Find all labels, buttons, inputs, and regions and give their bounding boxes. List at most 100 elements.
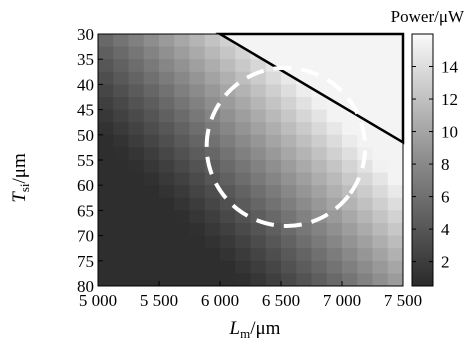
heatmap-cell [143,97,160,111]
heatmap-cell [296,248,313,262]
heatmap-cell [235,260,252,274]
heatmap-cell [220,46,236,60]
heatmap-cell [220,223,236,237]
y-tick-label: 45 [77,101,94,120]
heatmap-cell [159,197,175,211]
heatmap-cell [98,260,114,274]
y-tick-label: 35 [77,50,94,69]
heatmap-cell [159,172,175,186]
heatmap-cell [326,248,343,262]
colorbar-tick-label: 10 [441,123,458,142]
heatmap-cell [250,235,267,249]
heatmap-cell [326,223,343,237]
heatmap-cell [250,172,267,186]
heatmap-cell [189,185,206,199]
heatmap-cell [235,59,252,73]
y-tick-label: 65 [77,201,94,220]
heatmap-cell [143,235,160,249]
heatmap-cell [159,109,175,123]
heatmap-cell [250,160,267,174]
y-tick-label: 50 [77,126,94,145]
y-tick-label: 75 [77,252,94,271]
heatmap-cell [296,147,313,161]
heatmap-cell [220,210,236,224]
heatmap-cell [128,248,145,262]
heatmap-cell [311,223,328,237]
heatmap-cell [342,122,358,136]
heatmap-cell [357,134,374,148]
heatmap-cell [98,109,114,123]
heatmap-cell [296,235,313,249]
heatmap-cell [296,197,313,211]
heatmap-cell [342,160,358,174]
heatmap-cell [128,172,145,186]
heatmap-cell [128,147,145,161]
heatmap-cell [372,235,389,249]
heatmap-cell [326,172,343,186]
heatmap-cell [235,71,252,85]
heatmap-cell [189,210,206,224]
heatmap-cell [113,197,130,211]
heatmap-cell [281,172,297,186]
heatmap-cell [342,172,358,186]
heatmap-cell [128,134,145,148]
heatmap-cell [113,46,130,60]
heatmap-cell [189,122,206,136]
heatmap-cell [204,84,221,98]
heatmap-cell [250,248,267,262]
heatmap-cell [189,71,206,85]
heatmap-cell [204,235,221,249]
heatmap-cell [174,235,191,249]
heatmap-cell [143,59,160,73]
heatmap-cell [235,235,252,249]
heatmap-cell [159,46,175,60]
heatmap-cell [159,223,175,237]
heatmap-cell [220,147,236,161]
heatmap-cell [189,34,206,48]
heatmap-cell [204,273,221,286]
heatmap-cell [113,34,130,48]
heatmap-cell [98,71,114,85]
colorbar-tick-label: 12 [441,90,458,109]
heatmap-cell [372,260,389,274]
heatmap-cell [250,122,267,136]
heatmap-cell [250,147,267,161]
heatmap-cell [113,59,130,73]
heatmap-cell [174,71,191,85]
heatmap-cell [113,109,130,123]
heatmap-cell [204,172,221,186]
heatmap-cell [143,46,160,60]
heatmap-cell [296,97,313,111]
heatmap-cell [159,34,175,48]
heatmap-cell [220,59,236,73]
heatmap-cell [296,84,313,98]
heatmap-cell [174,109,191,123]
colorbar-ticks: 2 4 6 8 10 12 14 [412,58,459,272]
heatmap-cell [113,223,130,237]
y-tick-label: 60 [77,176,94,195]
heatmap-cell [265,109,282,123]
heatmap-cell [189,273,206,286]
heatmap-cell [250,273,267,286]
heatmap-cell [235,84,252,98]
heatmap-cell [357,235,374,249]
heatmap-cell [281,160,297,174]
heatmap-cell [265,134,282,148]
heatmap-cell [250,97,267,111]
heatmap-cell [296,210,313,224]
heatmap-cell [128,197,145,211]
heatmap-cell [296,122,313,136]
heatmap-cell [265,223,282,237]
heatmap-cell [204,260,221,274]
heatmap-cell [174,160,191,174]
x-tick-label: 7 500 [384,291,422,310]
heatmap-cell [265,71,282,85]
heatmap-cell [311,235,328,249]
heatmap-cell [387,160,403,174]
heatmap-cell [235,97,252,111]
heatmap-cell [189,109,206,123]
heatmap-cell [235,248,252,262]
heatmap-cell [296,172,313,186]
heatmap-cell [311,122,328,136]
